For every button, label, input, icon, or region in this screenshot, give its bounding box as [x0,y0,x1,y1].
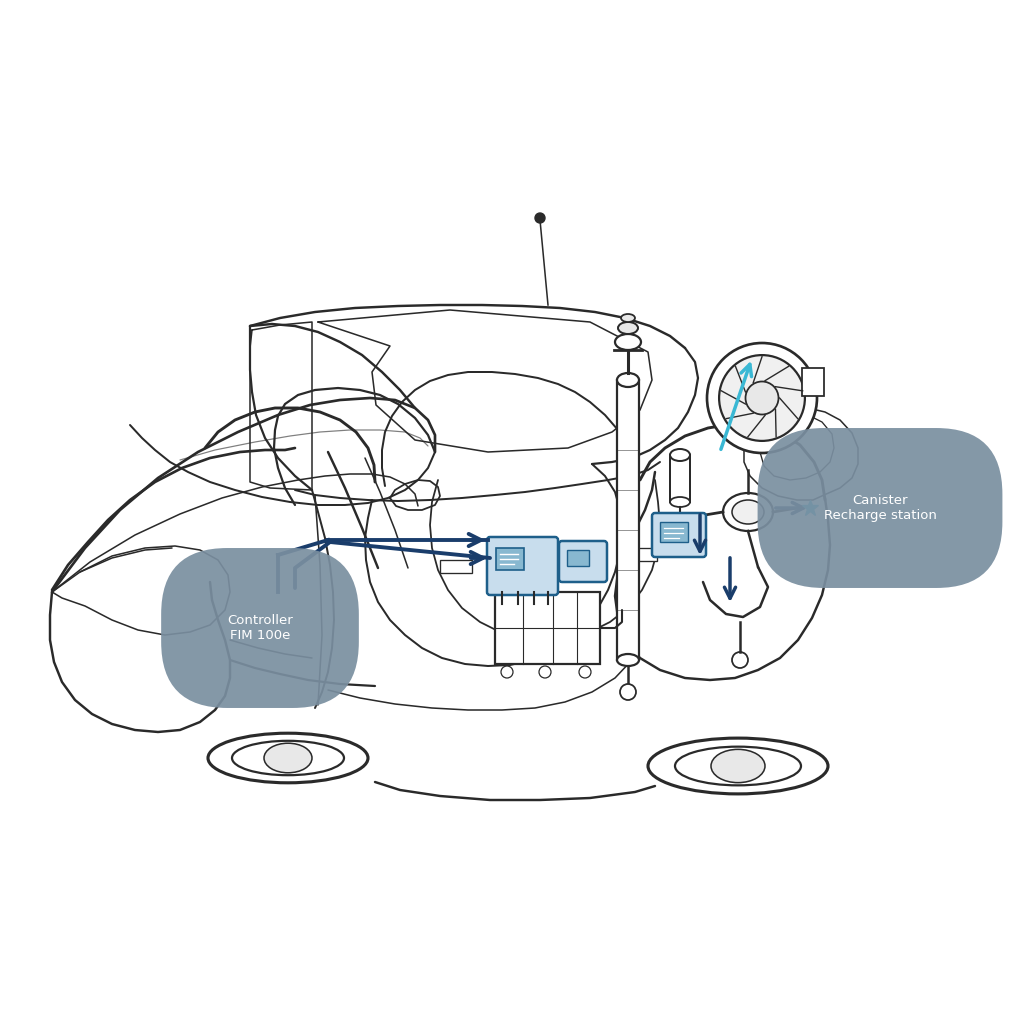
Ellipse shape [675,746,801,785]
Bar [440,560,472,573]
Ellipse shape [648,738,828,794]
Circle shape [745,382,778,415]
Ellipse shape [723,493,773,531]
Ellipse shape [232,740,344,775]
Ellipse shape [615,334,641,350]
Circle shape [732,652,748,668]
Text: Controller
FIM 100e: Controller FIM 100e [227,614,293,642]
Ellipse shape [670,449,690,461]
Circle shape [501,666,513,678]
Ellipse shape [621,314,635,322]
Ellipse shape [618,322,638,334]
Bar [802,368,824,396]
Ellipse shape [617,373,639,387]
Ellipse shape [208,733,368,782]
Circle shape [535,213,545,223]
Circle shape [579,666,591,678]
Text: Canister
Recharge station: Canister Recharge station [823,494,936,522]
Circle shape [719,355,805,441]
Bar [660,522,688,542]
FancyBboxPatch shape [559,541,607,582]
Bar [617,380,639,660]
FancyBboxPatch shape [652,513,706,557]
Ellipse shape [264,743,312,773]
Circle shape [707,343,817,453]
Bar [496,548,524,570]
Ellipse shape [732,500,764,524]
Bar [567,550,589,566]
Ellipse shape [711,750,765,782]
Ellipse shape [670,497,690,507]
Bar [670,455,690,502]
FancyBboxPatch shape [487,537,558,595]
Ellipse shape [617,654,639,666]
Circle shape [539,666,551,678]
Bar [625,548,657,561]
Circle shape [620,684,636,700]
Bar [495,592,600,664]
